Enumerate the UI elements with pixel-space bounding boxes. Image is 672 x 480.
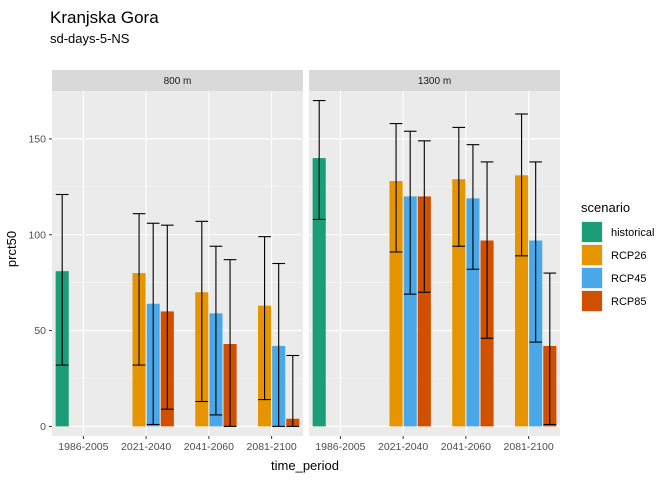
- facet-strip: [52, 70, 303, 91]
- bar: [452, 179, 466, 427]
- y-tick-label: 50: [34, 325, 46, 337]
- bar: [389, 181, 403, 427]
- legend-key: [582, 268, 602, 288]
- bar: [403, 196, 417, 427]
- x-axis-title: time_period: [271, 458, 339, 473]
- y-tick-label: 100: [28, 229, 46, 241]
- y-tick-label: 0: [40, 421, 46, 433]
- facet-strip: [309, 70, 560, 91]
- x-tick-label: 2021-2040: [121, 441, 171, 453]
- facet-label: 800 m: [164, 76, 192, 87]
- legend-label: RCP26: [611, 250, 646, 262]
- legend-key: [582, 291, 602, 311]
- x-tick-label: 1986-2005: [315, 441, 365, 453]
- y-tick-label: 150: [28, 133, 46, 145]
- facet-panels: 800 m 1986-2005 2021-2040 2041-2060 2081-210…: [28, 70, 560, 453]
- legend: scenario historical RCP26 RCP45 RCP85: [581, 200, 654, 312]
- legend-key: [582, 245, 602, 265]
- x-tick-label: 2021-2040: [378, 441, 428, 453]
- x-tick-label: 2081-2100: [247, 441, 297, 453]
- facet-label: 1300 m: [418, 76, 451, 87]
- x-tick-label: 2041-2060: [441, 441, 491, 453]
- x-tick-label: 2041-2060: [184, 441, 234, 453]
- facet-panel: 800 m 1986-2005 2021-2040 2041-2060 2081-210…: [28, 70, 303, 453]
- bar: [466, 198, 480, 427]
- y-axis-title: prct50: [4, 231, 19, 267]
- legend-label: RCP45: [611, 273, 646, 285]
- bar: [312, 158, 326, 427]
- x-tick-label: 2081-2100: [504, 441, 554, 453]
- bar: [417, 196, 431, 427]
- legend-title: scenario: [581, 200, 630, 215]
- chart-title: Kranjska Gora: [50, 8, 159, 27]
- facet-panel: 1300 m 1986-2005 2021-2040 2041-2060 2081-21…: [309, 70, 560, 453]
- bar: [515, 175, 529, 427]
- legend-label: RCP85: [611, 296, 646, 308]
- chart-subtitle: sd-days-5-NS: [50, 31, 130, 46]
- legend-label: historical: [611, 227, 654, 239]
- legend-key: [582, 222, 602, 242]
- x-tick-label: 1986-2005: [58, 441, 108, 453]
